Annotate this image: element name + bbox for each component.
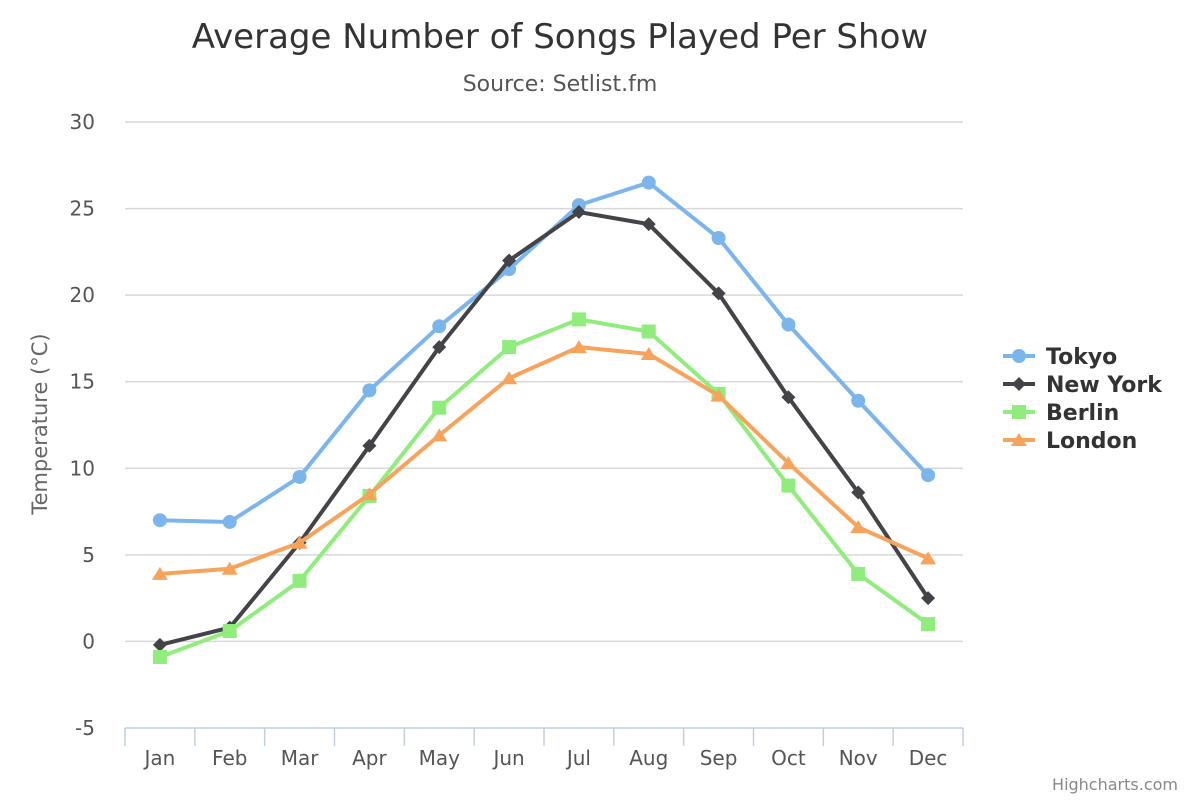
y-axis-title: Temperature (°C)	[28, 333, 52, 515]
data-point[interactable]	[361, 487, 378, 501]
y-tick-label: 15	[70, 370, 95, 394]
data-point[interactable]	[570, 340, 587, 354]
data-point[interactable]	[921, 468, 936, 483]
legend-label: Tokyo	[1046, 345, 1117, 370]
data-point[interactable]	[781, 317, 796, 332]
data-point[interactable]	[640, 347, 657, 361]
legend-marker[interactable]	[1011, 433, 1027, 446]
data-point[interactable]	[571, 205, 586, 220]
data-point[interactable]	[152, 513, 167, 528]
data-point[interactable]	[921, 617, 936, 632]
y-tick-label: 30	[70, 110, 95, 134]
series-line[interactable]	[157, 317, 931, 660]
series-lines	[151, 175, 937, 665]
data-point[interactable]	[781, 390, 796, 405]
data-point[interactable]	[920, 551, 937, 565]
data-point[interactable]	[432, 319, 447, 334]
y-tick-label: 20	[70, 283, 95, 307]
x-axis: Jan Feb Mar Apr May Jun Jul Aug Sep Oct Nov Dec	[124, 727, 964, 770]
data-point[interactable]	[152, 637, 167, 652]
y-tick-label: 10	[70, 456, 95, 480]
data-point[interactable]	[921, 591, 936, 606]
x-tick-label: Sep	[700, 746, 738, 770]
data-point[interactable]	[781, 478, 796, 493]
series-line[interactable]	[157, 180, 931, 524]
data-point[interactable]	[152, 650, 167, 665]
data-point[interactable]	[711, 231, 726, 246]
y-tick-label: -5	[75, 716, 95, 740]
legend-item-tokyo[interactable]: Tokyo	[1003, 345, 1117, 370]
x-tick-label: Feb	[212, 746, 247, 770]
data-point[interactable]	[851, 485, 866, 500]
data-point[interactable]	[502, 340, 517, 355]
legend-marker[interactable]	[1012, 377, 1026, 391]
legend-label: London	[1046, 429, 1137, 454]
chart-subtitle: Source: Setlist.fm	[463, 72, 658, 97]
data-point[interactable]	[362, 438, 377, 453]
data-point[interactable]	[711, 286, 726, 301]
legend-marker[interactable]	[1012, 349, 1026, 363]
x-tick-label: Dec	[909, 746, 948, 770]
legend-item-berlin[interactable]: Berlin	[1003, 401, 1119, 426]
data-point[interactable]	[641, 175, 656, 190]
x-tick-label: Jul	[565, 746, 591, 770]
series-line[interactable]	[157, 210, 931, 647]
data-point[interactable]	[291, 535, 308, 549]
data-point[interactable]	[292, 573, 307, 588]
data-point[interactable]	[710, 388, 727, 402]
data-point[interactable]	[362, 383, 377, 398]
x-tick-label: Jan	[142, 746, 175, 770]
legend-item-london[interactable]: London	[1003, 429, 1137, 454]
data-point[interactable]	[292, 469, 307, 484]
legend[interactable]: Tokyo New York Berlin London	[1003, 345, 1163, 454]
data-point[interactable]	[222, 624, 237, 639]
data-point[interactable]	[501, 371, 518, 385]
data-point[interactable]	[502, 253, 517, 268]
series-tokyo	[152, 175, 936, 529]
data-point[interactable]	[151, 566, 168, 580]
y-tick-label: 5	[82, 543, 95, 567]
y-tick-label: 0	[82, 629, 95, 653]
data-point[interactable]	[221, 561, 238, 575]
x-tick-label: Nov	[839, 746, 878, 770]
chart-title: Average Number of Songs Played Per Show	[192, 17, 928, 57]
legend-item-new-york[interactable]: New York	[1003, 373, 1163, 398]
data-point[interactable]	[641, 324, 656, 339]
data-point[interactable]	[432, 340, 447, 355]
legend-label: New York	[1046, 373, 1163, 398]
data-point[interactable]	[641, 217, 656, 232]
grid	[125, 121, 963, 643]
series-new-york	[152, 205, 936, 652]
series-berlin	[152, 312, 936, 665]
series-london	[151, 340, 937, 580]
data-point[interactable]	[431, 428, 448, 442]
data-point[interactable]	[571, 312, 586, 327]
credits-link[interactable]: Highcharts.com	[1052, 775, 1178, 794]
x-tick-label: Apr	[352, 746, 387, 770]
series-line[interactable]	[157, 345, 931, 576]
y-axis-tick-labels: -5 0 5 10 15 20 25 30	[70, 110, 95, 740]
data-point[interactable]	[851, 566, 866, 581]
x-tick-label: Mar	[281, 746, 320, 770]
legend-label: Berlin	[1046, 401, 1119, 426]
data-point[interactable]	[432, 400, 447, 415]
data-point[interactable]	[851, 393, 866, 408]
x-tick-label: May	[419, 746, 461, 770]
data-point[interactable]	[850, 520, 867, 534]
y-tick-label: 25	[70, 197, 95, 221]
x-tick-label: Jun	[491, 746, 524, 770]
data-point[interactable]	[222, 514, 237, 529]
legend-marker[interactable]	[1012, 405, 1026, 419]
data-point[interactable]	[780, 456, 797, 470]
x-tick-label: Aug	[629, 746, 668, 770]
x-tick-label: Oct	[771, 746, 806, 770]
